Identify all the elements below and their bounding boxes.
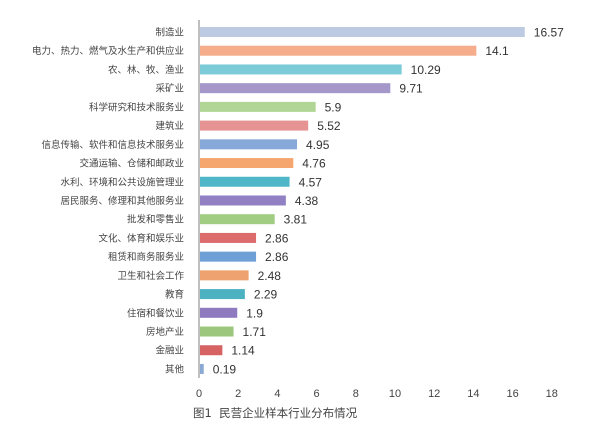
x-tick-label: 10 — [389, 388, 401, 400]
data-label: 2.29 — [254, 288, 278, 302]
bar — [200, 83, 391, 94]
category-label: 交通运输、仓储和邮政业 — [79, 158, 184, 170]
category-label: 金融业 — [155, 345, 184, 357]
data-label: 4.38 — [295, 194, 319, 208]
bar — [200, 270, 249, 281]
category-label: 卫生和社会工作 — [117, 270, 184, 282]
data-label: 2.86 — [265, 250, 289, 264]
category-label: 住宿和餐饮业 — [127, 307, 184, 319]
bar — [200, 158, 294, 169]
data-label: 4.76 — [302, 157, 326, 171]
data-label: 0.19 — [213, 362, 237, 376]
x-tick-label: 0 — [196, 388, 202, 400]
category-label: 文化、体育和娱乐业 — [98, 232, 184, 244]
data-label: 2.86 — [265, 231, 289, 245]
category-label: 农、林、牧、渔业 — [108, 64, 184, 76]
data-label: 3.81 — [284, 213, 308, 227]
bar — [200, 195, 286, 206]
x-tick-label: 4 — [274, 388, 280, 400]
bar — [200, 289, 245, 300]
bar — [200, 232, 257, 243]
category-label: 建筑业 — [155, 120, 184, 132]
category-label: 科学研究和技术服务业 — [89, 101, 184, 113]
bar — [200, 307, 238, 318]
category-label: 水利、环境和公共设施管理业 — [60, 176, 184, 188]
bar — [200, 64, 402, 75]
data-label: 5.9 — [325, 100, 342, 114]
bar — [200, 27, 525, 37]
data-label: 2.48 — [258, 269, 282, 283]
data-label: 1.71 — [243, 325, 267, 339]
data-label: 10.29 — [411, 63, 441, 77]
data-label: 16.57 — [534, 26, 564, 40]
bar — [200, 45, 477, 56]
x-tick-label: 16 — [506, 388, 518, 400]
data-label: 5.52 — [317, 119, 341, 133]
bar — [200, 326, 234, 337]
data-label: 14.1 — [485, 44, 509, 58]
category-label: 电力、热力、燃气及水生产和供应业 — [32, 45, 184, 57]
bar — [200, 139, 298, 150]
category-label: 批发和零售业 — [127, 214, 184, 226]
bar — [200, 363, 204, 374]
bar — [200, 120, 309, 131]
bar — [200, 176, 290, 187]
bar — [200, 214, 275, 225]
x-tick-label: 12 — [428, 388, 440, 400]
x-tick-label: 18 — [546, 388, 558, 400]
category-label: 采矿业 — [155, 83, 184, 95]
chart-caption: 图1 民营企业样本行业分布情况 — [193, 406, 358, 420]
data-label: 1.14 — [231, 344, 255, 358]
bar — [200, 345, 223, 356]
data-label: 4.95 — [306, 138, 330, 152]
data-label: 9.71 — [399, 82, 423, 96]
category-label: 教育 — [165, 289, 184, 301]
category-label: 房地产业 — [146, 326, 184, 338]
category-label: 租赁和商务服务业 — [108, 251, 184, 263]
x-tick-label: 8 — [353, 388, 359, 400]
category-label: 其他 — [165, 363, 185, 375]
category-label: 信息传输、软件和信息技术服务业 — [41, 139, 184, 151]
x-tick-label: 2 — [235, 388, 241, 400]
category-label: 制造业 — [155, 27, 184, 39]
bar — [200, 251, 257, 262]
bar — [200, 101, 316, 112]
data-label: 4.57 — [299, 175, 323, 189]
category-label: 居民服务、修理和其他服务业 — [60, 195, 184, 207]
x-tick-label: 14 — [467, 388, 479, 400]
data-label: 1.9 — [246, 306, 263, 320]
x-tick-label: 6 — [314, 388, 320, 400]
